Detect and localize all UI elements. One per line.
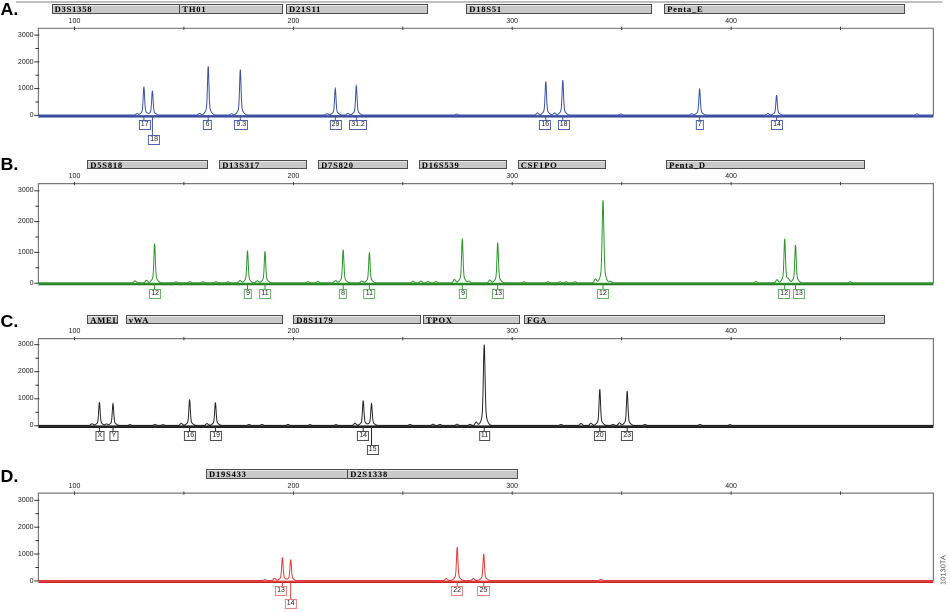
svg-text:10130TA: 10130TA xyxy=(939,555,948,585)
